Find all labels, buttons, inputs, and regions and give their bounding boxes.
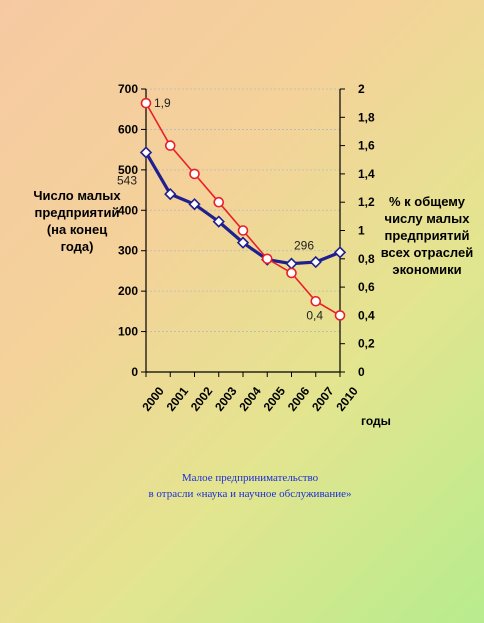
x-tick-label: 2002 — [188, 384, 216, 414]
right-tick-label: 1,2 — [358, 195, 375, 209]
caption-line: в отрасли «наука и научное обслуживание» — [148, 488, 352, 500]
left-tick-label: 0 — [131, 365, 138, 379]
right-axis-title-line: числу малых — [384, 211, 470, 226]
x-tick-label: 2004 — [236, 384, 264, 414]
chart-caption: Малое предпринимательство в отрасли «нау… — [100, 470, 400, 502]
right-tick-label: 0 — [358, 365, 365, 379]
right-tick-label: 0,4 — [358, 308, 375, 322]
right-tick-label: 1,8 — [358, 110, 375, 124]
left-tick-label: 600 — [118, 122, 138, 136]
data-label: 0,4 — [306, 308, 323, 322]
left-axis-title-line: года) — [60, 239, 94, 254]
left-tick-label: 200 — [118, 284, 138, 298]
left-axis-title-line: (на конец — [46, 222, 108, 237]
x-tick-label: 2003 — [212, 384, 240, 414]
left-axis-ticks: 0 100 200 300 400 500 600 700 — [118, 82, 146, 379]
data-point — [309, 255, 322, 269]
left-axis-title-line: предприятий — [34, 205, 120, 220]
series-line — [145, 102, 341, 317]
data-point — [164, 187, 177, 201]
x-tick-label: 2000 — [139, 384, 167, 414]
data-point — [164, 140, 176, 151]
data-point — [212, 215, 225, 228]
right-axis-ticks: 0 0,2 0,4 0,6 0,8 1 1,2 1,4 1,6 1,8 2 — [340, 82, 375, 379]
right-axis-title: % к общему числу малых предприятий всех … — [372, 193, 482, 278]
data-point — [237, 225, 249, 236]
left-tick-label: 400 — [118, 203, 138, 217]
right-tick-label: 2 — [358, 82, 365, 96]
right-tick-label: 1 — [358, 224, 365, 238]
x-axis-label: годы — [361, 414, 391, 428]
data-point — [213, 196, 225, 208]
right-tick-label: 1,4 — [358, 167, 375, 181]
right-tick-label: 0,8 — [358, 252, 375, 266]
left-tick-label: 300 — [118, 244, 138, 258]
left-tick-label: 700 — [118, 82, 138, 96]
data-label: 543 — [117, 173, 137, 187]
x-tick-label: 2006 — [285, 384, 313, 414]
x-tick-label: 2007 — [309, 384, 337, 414]
data-labels: 1,9 543 296 0,4 — [117, 96, 323, 322]
right-tick-label: 0,2 — [358, 337, 375, 351]
gridlines — [146, 88, 340, 332]
right-tick-label: 0,6 — [358, 280, 375, 294]
right-axis-title-line: экономики — [392, 262, 462, 277]
data-point — [334, 310, 346, 321]
right-axis-title-line: % к общему — [389, 194, 465, 209]
x-tick-label: 2010 — [333, 384, 361, 414]
data-point — [236, 236, 250, 249]
right-tick-label: 1,6 — [358, 139, 375, 153]
data-label: 296 — [294, 238, 314, 252]
data-point — [139, 146, 153, 159]
data-label: 1,9 — [154, 96, 171, 110]
data-point — [189, 168, 200, 180]
left-axis-title-line: Число малых — [33, 188, 121, 203]
data-point — [310, 295, 322, 307]
left-tick-label: 500 — [118, 163, 138, 177]
data-point — [285, 257, 298, 270]
data-point — [333, 246, 347, 259]
right-axis-title-line: всех отраслей — [380, 245, 474, 260]
series-group — [139, 97, 347, 321]
left-axis-title: Число малых предприятий (на конец года) — [22, 187, 132, 255]
left-tick-label: 100 — [118, 325, 138, 339]
data-point — [261, 253, 273, 265]
x-tick-label: 2005 — [261, 384, 289, 414]
x-tick-label: 2001 — [164, 384, 192, 414]
right-axis-title-line: предприятий — [384, 228, 470, 243]
data-point — [140, 97, 152, 109]
data-point — [188, 198, 201, 211]
data-point — [286, 267, 297, 279]
caption-line: Малое предпринимательство — [181, 472, 319, 484]
